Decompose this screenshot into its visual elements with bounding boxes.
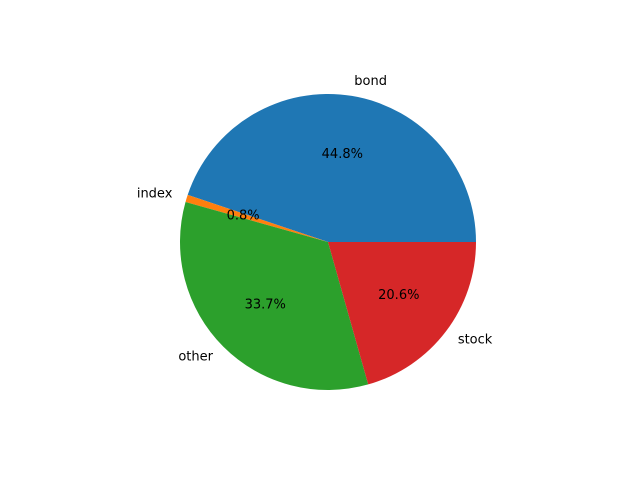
slice-label-other: other xyxy=(178,350,213,365)
slices-layer xyxy=(180,93,476,390)
labels-layer: bond 44.8% index 0.8% other 33.7% stock 20.6% xyxy=(137,74,493,365)
slice-pct-label-index: 0.8% xyxy=(227,208,260,223)
slice-pct-label-bond: 44.8% xyxy=(322,147,363,162)
pie-slice-bond xyxy=(187,93,476,243)
slice-label-index: index xyxy=(137,187,173,202)
pie-slice-other xyxy=(180,202,369,390)
slice-label-stock: stock xyxy=(458,333,493,348)
slice-label-bond: bond xyxy=(354,74,387,89)
slice-pct-label-other: 33.7% xyxy=(245,297,286,312)
slice-pct-label-stock: 20.6% xyxy=(378,288,419,303)
pie-slice-stock xyxy=(328,242,476,385)
pie-slice-index xyxy=(185,194,328,242)
